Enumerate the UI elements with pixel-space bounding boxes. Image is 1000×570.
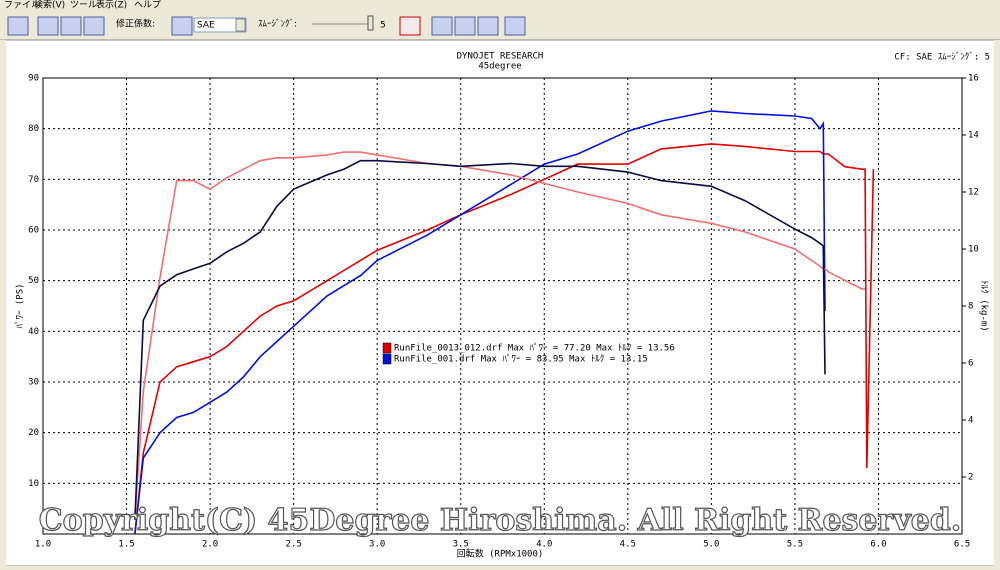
x-tick-label: 5.5 xyxy=(787,540,803,550)
legend-swatch xyxy=(382,342,392,354)
data-line xyxy=(134,159,826,520)
menu-bar: ファイル 検索(V) ツール 表示(Z) ヘルプ xyxy=(4,0,161,11)
menu-item[interactable]: ツール xyxy=(70,1,97,11)
y2-tick-label: 10 xyxy=(968,245,979,255)
tool-button[interactable] xyxy=(83,16,105,36)
smoothing-label: ｽﾑｰｼﾞﾝｸﾞ: xyxy=(258,19,297,30)
tool-button[interactable] xyxy=(7,16,29,36)
tool-button[interactable] xyxy=(399,16,421,36)
y-tick-label: 60 xyxy=(28,226,39,236)
tool-button[interactable] xyxy=(477,16,499,36)
x-tick-label: 3.0 xyxy=(369,540,385,550)
side-bar xyxy=(994,40,1000,566)
toolbar: 修正係数: SAE ｽﾑｰｼﾞﾝｸﾞ: 5 xyxy=(7,15,526,36)
x-tick-label: 5.0 xyxy=(703,540,719,550)
y2-tick-label: 14 xyxy=(968,131,979,141)
x-tick-label: 1.0 xyxy=(35,540,51,550)
y-tick-label: 20 xyxy=(28,428,39,438)
y-axis-label: ﾊﾟﾜｰ (PS) xyxy=(15,283,26,328)
y2-tick-label: 16 xyxy=(968,74,979,84)
tool-button[interactable] xyxy=(504,16,526,36)
y-tick-label: 50 xyxy=(28,276,39,286)
y-tick-label: 90 xyxy=(28,74,39,84)
menu-item[interactable]: ヘルプ xyxy=(134,0,161,11)
side-bar xyxy=(0,40,6,566)
data-line xyxy=(134,143,875,535)
menu-item[interactable]: 検索(V) xyxy=(34,0,65,11)
chart: DYNOJET RESEARCH 45degree CF: SAE ｽﾑｰｼﾞﾝ… xyxy=(15,52,991,560)
y-tick-label: 80 xyxy=(28,124,39,134)
chart-title: DYNOJET RESEARCH xyxy=(457,52,544,62)
x-tick-label: 3.5 xyxy=(453,540,469,550)
smoothing-value: 5 xyxy=(380,21,386,31)
y-tick-label: 10 xyxy=(28,479,39,489)
x-tick-label: 4.5 xyxy=(620,540,636,550)
menu-item[interactable]: ファイル xyxy=(4,1,40,11)
y-tick-label: 40 xyxy=(28,327,39,337)
x-axis-label: 回転数 (RPMx1000) xyxy=(457,548,544,560)
x-tick-label: 6.5 xyxy=(954,540,970,550)
y2-tick-label: 8 xyxy=(968,302,973,312)
x-tick-label: 2.0 xyxy=(202,540,218,550)
y-tick-label: 30 xyxy=(28,378,39,388)
cf-select[interactable] xyxy=(193,17,247,33)
menu-item[interactable]: 表示(Z) xyxy=(96,0,127,11)
watermark: Copyright(C) 45Degree Hiroshima. All Rig… xyxy=(39,503,962,538)
y2-tick-label: 2 xyxy=(968,473,973,483)
toolbar-bg xyxy=(0,0,1000,40)
chart-subtitle: 45degree xyxy=(478,62,521,72)
legend-label: RunFile_001.drf Max ﾊﾟﾜｰ = 83.95 Max ﾄﾙｸ… xyxy=(394,354,648,365)
x-tick-label: 4.0 xyxy=(536,540,552,550)
y2-tick-label: 6 xyxy=(968,359,973,369)
y2-tick-label: 12 xyxy=(968,188,979,198)
tool-button[interactable] xyxy=(60,16,82,36)
tool-button[interactable] xyxy=(454,16,476,36)
x-tick-label: 6.0 xyxy=(870,540,886,550)
y2-axis-label: ﾄﾙｸ (kg-m) xyxy=(979,280,990,331)
cf-label: 修正係数: xyxy=(116,18,155,30)
tool-button[interactable] xyxy=(37,16,59,36)
y2-tick-label: 4 xyxy=(968,416,973,426)
dropdown-arrow[interactable] xyxy=(235,18,246,32)
header-right: CF: SAE ｽﾑｰｼﾞﾝｸﾞ: 5 xyxy=(894,52,990,63)
legend-label: RunFile_0013_012.drf Max ﾊﾟﾜｰ = 77.20 Ma… xyxy=(394,343,675,354)
legend-swatch xyxy=(382,353,392,365)
x-tick-label: 2.5 xyxy=(286,540,302,550)
cf-value: SAE xyxy=(197,21,215,31)
slider-thumb[interactable] xyxy=(367,15,374,31)
tool-button[interactable] xyxy=(171,16,193,36)
data-line xyxy=(134,110,826,535)
tool-button[interactable] xyxy=(431,16,453,36)
plot-area xyxy=(42,77,963,535)
x-tick-label: 1.5 xyxy=(118,540,134,550)
y-tick-label: 70 xyxy=(28,175,39,185)
